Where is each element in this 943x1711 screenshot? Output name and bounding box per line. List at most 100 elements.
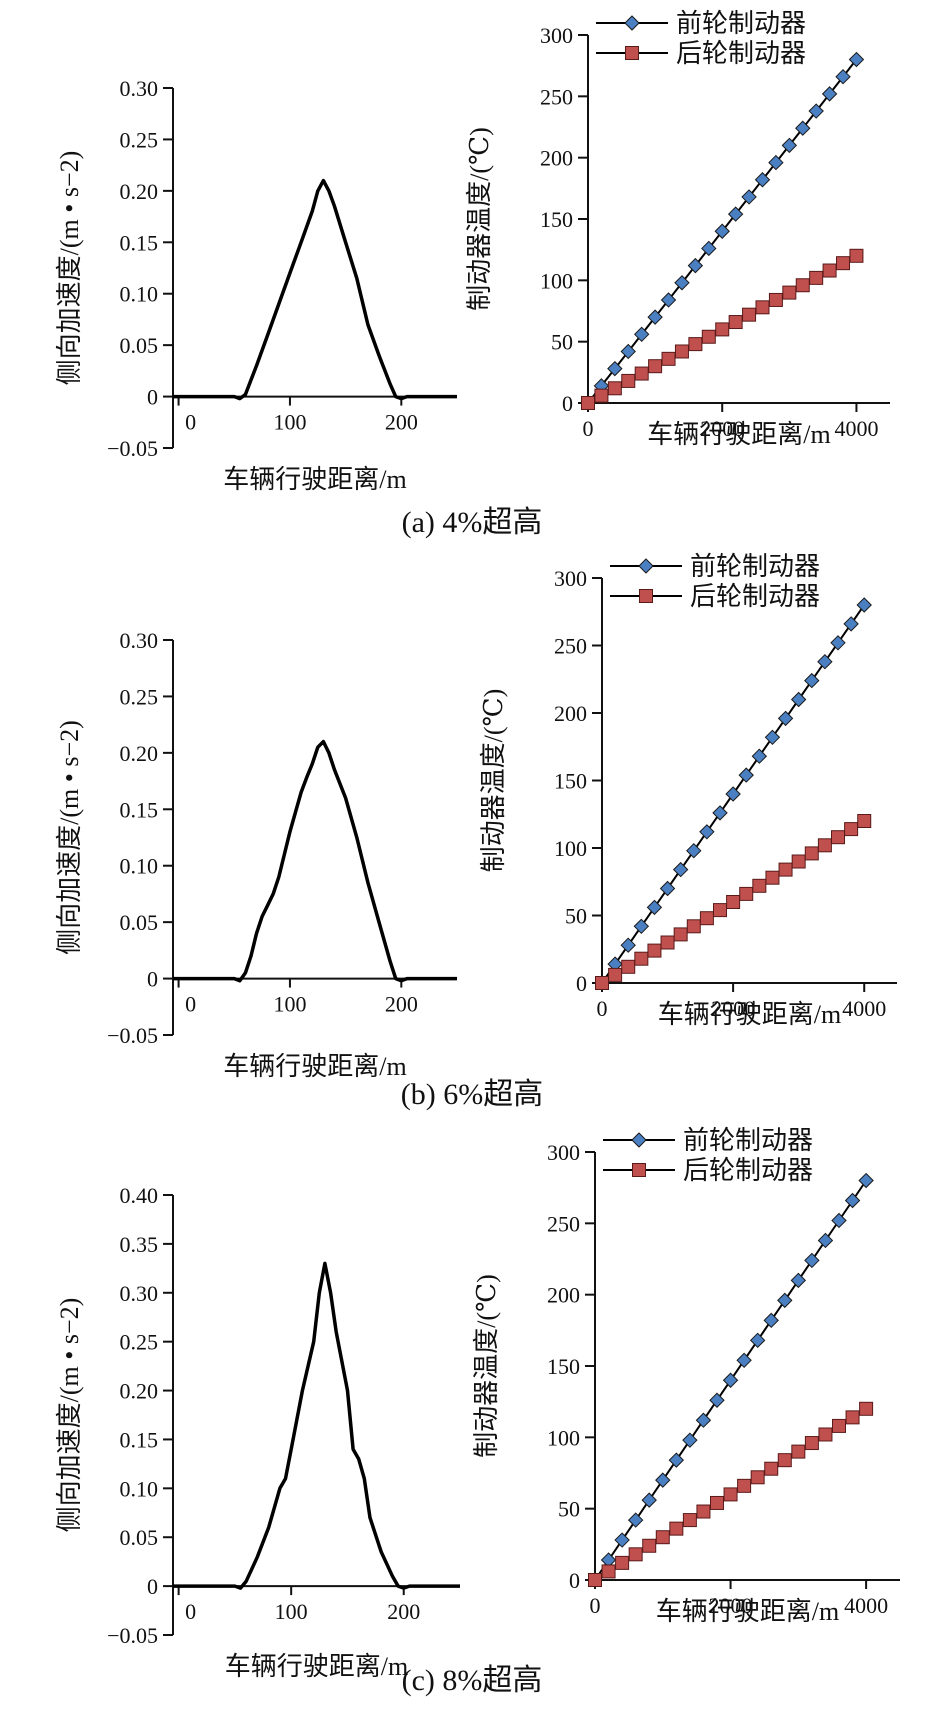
y-axis-label: 侧向加速度/(m • s−2): [55, 720, 84, 955]
front-brake-point: [795, 120, 811, 136]
y-tick-label: 250: [547, 1211, 580, 1236]
rear-brake-point: [822, 263, 837, 278]
rear-brake-point: [782, 285, 797, 300]
rear-brake-point: [594, 388, 609, 403]
y-axis-label: 制动器温度/(℃): [465, 127, 494, 311]
rear-brake-point: [752, 878, 767, 893]
legend-label: 前轮制动器: [690, 552, 820, 581]
front-brake-point: [647, 309, 663, 325]
chart-panel-a-acceleration: −0.05 0 0.05 0.10 0.15 0.20 0.25 0.30 0 100 200 车辆行…: [55, 76, 457, 494]
legend-label: 前轮制动器: [676, 9, 806, 38]
front-brake-point: [722, 1372, 739, 1388]
front-brake-point: [804, 1252, 820, 1269]
rear-brake-point: [755, 300, 770, 315]
y-axis-label: 侧向加速度/(m • s−2): [55, 1298, 84, 1533]
y-axis-label: 制动器温度/(℃): [472, 1274, 501, 1458]
legend-label: 后轮制动器: [676, 39, 806, 68]
rear-brake-point: [688, 337, 703, 352]
rear-brake-point: [859, 1401, 874, 1416]
y-axis-label: 制动器温度/(℃): [479, 689, 508, 873]
front-brake-point: [674, 275, 690, 291]
rear-brake-point: [660, 935, 675, 950]
y-tick-label: 0: [569, 1568, 580, 1593]
y-tick-label: 100: [540, 268, 573, 293]
rear-brake-point: [674, 344, 689, 359]
front-brake-point: [763, 1312, 779, 1329]
front-brake-point: [641, 1492, 657, 1508]
x-tick-label: 0: [185, 1599, 196, 1624]
x-tick-label: 200: [385, 410, 418, 435]
caption-b: (b) 6%超高: [401, 1078, 543, 1111]
front-brake-point: [817, 1232, 834, 1249]
rear-brake-point: [581, 396, 595, 410]
rear-brake-point: [701, 329, 716, 344]
rear-brake-point: [696, 1504, 711, 1519]
front-brake-point: [843, 616, 859, 632]
rear-brake-point: [615, 1555, 630, 1570]
y-tick-label: 0.30: [120, 1281, 159, 1306]
y-tick-label: 0.10: [120, 1476, 159, 1501]
y-tick-label: 0.30: [120, 76, 159, 101]
legend-square-marker: [632, 1163, 646, 1177]
y-tick-label: 0: [562, 391, 573, 416]
front-brake-point: [633, 326, 650, 343]
front-brake-point: [749, 1332, 766, 1349]
front-brake-point: [831, 1212, 847, 1229]
front-brake-point: [714, 223, 730, 239]
x-tick-label: 2000: [700, 416, 744, 441]
y-tick-label: −0.05: [107, 1623, 158, 1648]
rear-brake-point: [728, 315, 743, 330]
rear-brake-point: [608, 967, 623, 982]
rear-brake-point: [699, 911, 714, 926]
rear-brake-point: [686, 919, 701, 934]
front-brake-point: [844, 1192, 861, 1209]
rear-brake-point: [778, 862, 793, 877]
rear-brake-point: [710, 1495, 724, 1510]
y-axis-label: 侧向加速度/(m • s−2): [55, 151, 84, 386]
rear-brake-point: [817, 838, 832, 853]
x-axis-label: 车辆行驶距离/m: [223, 465, 406, 494]
front-brake-point: [741, 189, 757, 205]
rear-brake-point: [849, 248, 864, 263]
rear-brake-point: [836, 256, 851, 271]
front-brake-point: [620, 937, 636, 953]
rear-brake-point: [857, 814, 872, 828]
front-brake-point: [709, 1392, 725, 1408]
front-brake-point: [751, 748, 768, 764]
x-tick-label: 0: [583, 416, 594, 441]
y-tick-label: 150: [540, 207, 573, 232]
front-brake-point: [687, 257, 704, 274]
rear-brake-point: [634, 951, 649, 966]
x-tick-label: 4000: [842, 996, 886, 1021]
x-axis-label: 车辆行驶距离/m: [225, 1652, 408, 1681]
front-brake-point: [614, 1532, 630, 1548]
y-tick-label: 100: [547, 1425, 580, 1450]
series-line-lateral-acceleration: [173, 1261, 460, 1590]
y-tick-label: 0.30: [120, 628, 159, 653]
caption-a: (a) 4%超高: [402, 506, 543, 539]
chart-panel-c-acceleration: −0.05 0 0.05 0.10 0.15 0.20 0.25 0.30 0.35 0.40 0 1…: [55, 1183, 460, 1681]
rear-brake-point: [844, 822, 859, 837]
legend-diamond-marker: [624, 15, 640, 31]
y-tick-label: −0.05: [107, 436, 158, 461]
y-tick-label: 0.05: [120, 1525, 159, 1550]
front-brake-point: [682, 1432, 698, 1448]
rear-brake-point: [715, 322, 730, 337]
rear-brake-point: [713, 903, 727, 918]
rear-brake-point: [791, 854, 806, 869]
x-tick-label: 2000: [711, 996, 755, 1021]
y-tick-label: 0.25: [120, 1330, 159, 1355]
x-tick-label: 4000: [844, 1593, 888, 1618]
y-tick-label: 50: [565, 904, 587, 929]
rear-brake-point: [595, 976, 609, 990]
front-brake-point: [830, 635, 846, 651]
rear-brake-point: [768, 292, 783, 307]
front-brake-point: [627, 1512, 644, 1528]
y-tick-label: 0.15: [120, 797, 159, 822]
front-brake-point: [660, 292, 677, 308]
rear-brake-point: [634, 366, 649, 381]
x-axis-label: 车辆行驶距离/m: [656, 1597, 839, 1626]
rear-brake-point: [818, 1427, 833, 1442]
